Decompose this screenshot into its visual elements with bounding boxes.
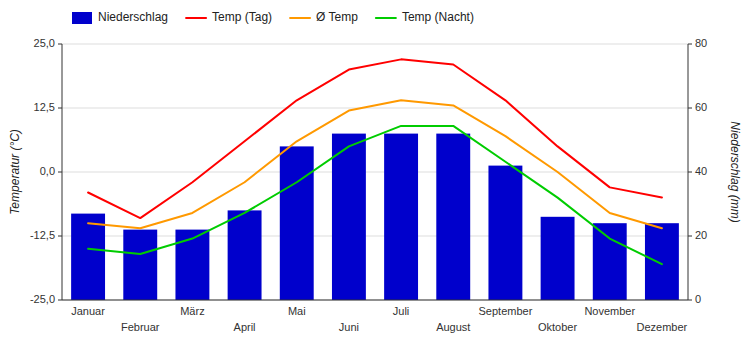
legend-label: Ø Temp [316, 10, 358, 24]
y2-tick [688, 300, 692, 301]
grid-line [62, 300, 688, 301]
legend-item: Temp (Nacht) [376, 10, 474, 24]
legend-item: Ø Temp [290, 10, 358, 24]
x-tick-label: September [479, 305, 533, 317]
y2-tick [688, 236, 692, 237]
y2-tick-label: 20 [695, 229, 707, 241]
y2-tick-label: 60 [695, 101, 707, 113]
bar [332, 134, 366, 300]
y2-tick-label: 0 [695, 293, 701, 305]
legend-swatch [72, 12, 92, 24]
y2-tick-label: 80 [695, 37, 707, 49]
chart-container: -25,0 -12,5 0,0 12,5 25,0 0 20 40 60 80 Januar Febr… [0, 0, 750, 350]
x-tick-label: August [436, 321, 470, 333]
line [88, 126, 662, 264]
y2-tick [688, 108, 692, 109]
y-tick-label: 0,0 [40, 165, 55, 177]
y2-tick-label: 40 [695, 165, 707, 177]
bar [384, 134, 418, 300]
bar [645, 223, 679, 300]
legend: Niederschlag Temp (Tag) Ø Temp Temp (Nacht) [72, 10, 474, 24]
x-tick-label: Juli [393, 305, 410, 317]
legend-swatch [376, 17, 396, 19]
bar [228, 210, 262, 300]
x-tick-label: Oktober [538, 321, 577, 333]
legend-item: Niederschlag [72, 10, 168, 24]
bar [123, 230, 157, 300]
legend-label: Temp (Tag) [212, 10, 272, 24]
bar [541, 217, 575, 300]
y-tick-label: -12,5 [30, 229, 55, 241]
bar [593, 223, 627, 300]
legend-swatch [290, 17, 310, 19]
grid-line [62, 172, 688, 173]
grid-line [62, 108, 688, 109]
y2-tick [688, 44, 692, 45]
y-tick [58, 300, 62, 301]
x-tick-label: Februar [121, 321, 160, 333]
line [88, 59, 662, 218]
lines [88, 59, 662, 264]
bars [71, 134, 679, 300]
x-tick-label: November [584, 305, 635, 317]
y-axis-label: Temperatur (°C) [8, 129, 22, 215]
bar [71, 214, 105, 300]
legend-label: Temp (Nacht) [402, 10, 474, 24]
x-tick-label: Januar [71, 305, 105, 317]
grid-line [62, 44, 688, 45]
x-axis-line [62, 300, 688, 301]
legend-swatch [186, 17, 206, 19]
bar [488, 166, 522, 300]
axes: -25,0 -12,5 0,0 12,5 25,0 0 20 40 60 80 Januar Febr… [30, 37, 707, 333]
line [88, 100, 662, 228]
legend-item: Temp (Tag) [186, 10, 272, 24]
y-tick [58, 44, 62, 45]
x-tick-label: Dezember [637, 321, 688, 333]
bar [436, 134, 470, 300]
bar [175, 230, 209, 300]
x-tick-label: Mai [288, 305, 306, 317]
bar [280, 146, 314, 300]
y-tick [58, 236, 62, 237]
legend-label: Niederschlag [98, 10, 168, 24]
y-tick-label: 12,5 [34, 101, 55, 113]
y-tick-label: -25,0 [30, 293, 55, 305]
y-tick-label: 25,0 [34, 37, 55, 49]
x-tick-label: April [234, 321, 256, 333]
y-tick [58, 108, 62, 109]
y2-tick [688, 172, 692, 173]
x-tick-label: März [180, 305, 204, 317]
grid [62, 44, 688, 300]
chart: -25,0 -12,5 0,0 12,5 25,0 0 20 40 60 80 Januar Febr… [0, 0, 750, 350]
y2-axis-label: Niederschlag (mm) [728, 121, 742, 222]
plot-area [71, 59, 679, 300]
x-tick-label: Juni [339, 321, 359, 333]
y-tick [58, 172, 62, 173]
